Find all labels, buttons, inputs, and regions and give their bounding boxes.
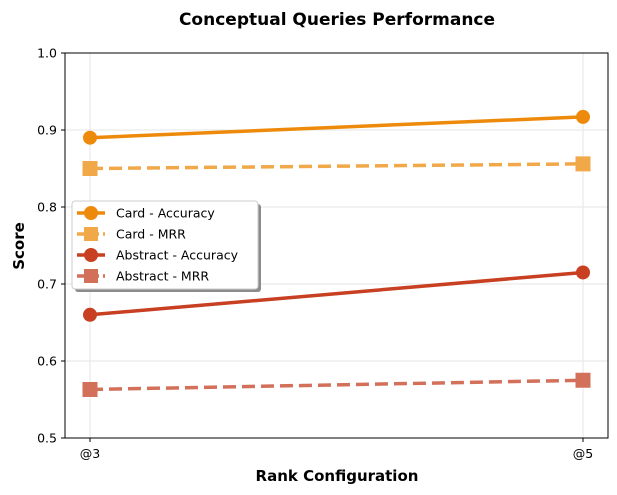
legend-marker (84, 269, 98, 283)
legend-label: Abstract - Accuracy (116, 248, 239, 263)
series-line (89, 115, 584, 140)
data-point (576, 265, 590, 280)
y-tick-label: 0.5 (37, 431, 57, 446)
legend-label: Card - MRR (116, 227, 186, 242)
plot-frame (64, 52, 609, 439)
plot-area (82, 109, 591, 397)
x-axis: @3 @5 (80, 438, 593, 461)
legend-marker (84, 206, 98, 220)
x-tick-label: @3 (80, 446, 100, 461)
y-tick-label: 1.0 (37, 46, 57, 61)
data-point (83, 307, 97, 322)
legend-marker (84, 248, 98, 262)
data-point (82, 381, 98, 397)
chart-title: Conceptual Queries Performance (179, 10, 495, 30)
data-point (575, 156, 591, 172)
legend-entry: Card - Accuracy (77, 206, 215, 221)
legend-marker (84, 227, 98, 241)
data-point (82, 161, 98, 176)
y-axis: 0.5 0.6 0.7 0.8 0.9 1.0 (37, 46, 65, 446)
legend-label: Abstract - MRR (116, 269, 209, 284)
legend-entry: Abstract - MRR (77, 269, 209, 284)
legend: Card - Accuracy Card - MRR Abstract - Accu… (71, 200, 261, 292)
series-line (89, 162, 584, 171)
series-line (89, 270, 584, 317)
legend-box (71, 200, 259, 290)
y-tick-label: 0.6 (37, 354, 57, 369)
legend-entry: Card - MRR (77, 227, 186, 242)
y-axis-label: Score (10, 222, 28, 270)
legend-label: Card - Accuracy (116, 206, 215, 221)
legend-entry: Abstract - Accuracy (77, 248, 239, 263)
y-tick-label: 0.8 (37, 200, 57, 215)
data-point (83, 130, 97, 145)
y-tick-label: 0.9 (37, 123, 57, 138)
y-tick-label: 0.7 (37, 277, 57, 292)
x-axis-label: Rank Configuration (256, 467, 419, 485)
series-3 (82, 372, 591, 397)
series-line (89, 378, 584, 392)
x-tick-label: @5 (573, 446, 593, 461)
series-2 (83, 265, 590, 322)
data-point (575, 372, 591, 388)
series-1 (82, 156, 591, 176)
series-0 (83, 109, 590, 145)
data-point (576, 109, 590, 124)
